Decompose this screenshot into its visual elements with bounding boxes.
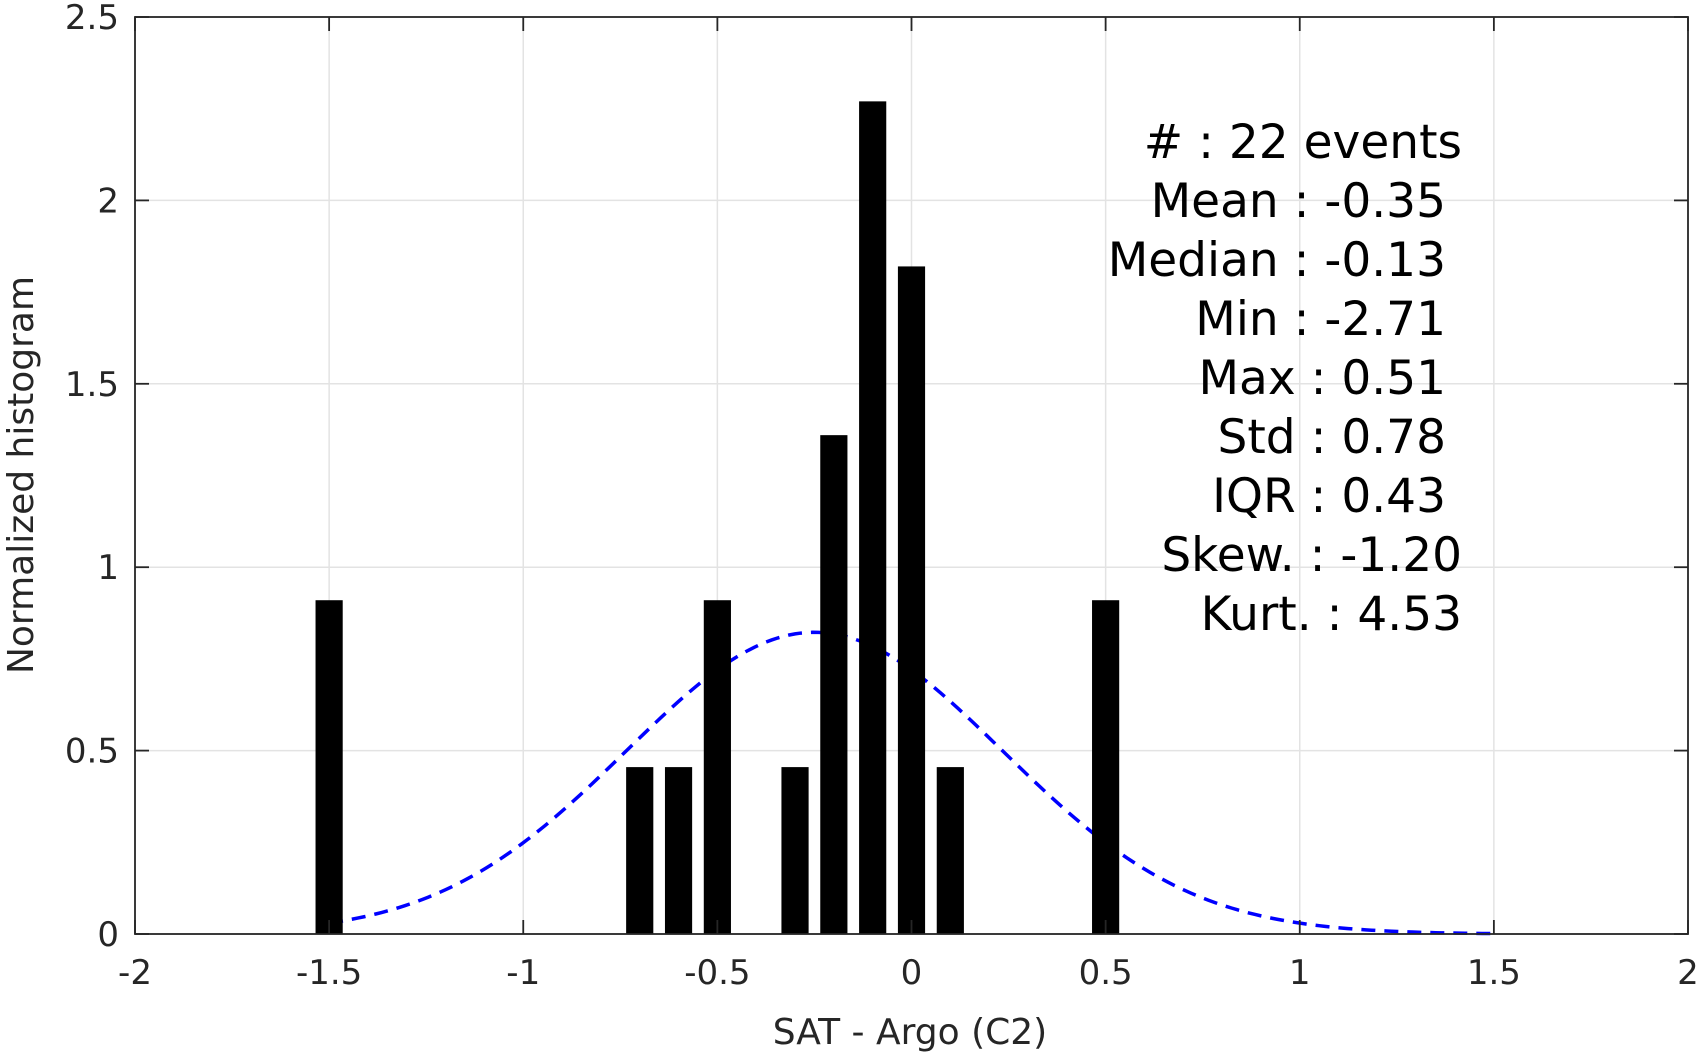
y-tick-label: 2 xyxy=(97,181,119,221)
x-tick-label: 1 xyxy=(1289,953,1311,993)
stats-annotation: # : 22 events Mean : -0.35 Median : -0.1… xyxy=(1108,115,1462,642)
x-axis-label: SAT - Argo (C2) xyxy=(773,1012,1047,1053)
histogram-bar xyxy=(781,767,809,934)
histogram-bar xyxy=(1092,600,1120,934)
histogram-bar xyxy=(936,767,964,934)
y-tick-label: 0.5 xyxy=(65,732,119,772)
stat-events: # : 22 events xyxy=(1144,115,1462,170)
stat-std: Std : 0.78 xyxy=(1218,410,1446,465)
histogram-bar xyxy=(820,435,848,934)
y-tick-label: 1.5 xyxy=(65,365,119,405)
stat-kurtosis: Kurt. : 4.53 xyxy=(1201,587,1462,642)
tick-labels: -2 -1.5 -1 -0.5 0 0.5 1 1.5 2 0 0.5 1 1.5 2 2.5 xyxy=(65,0,1699,993)
axes xyxy=(134,16,1689,935)
y-tick-label: 0 xyxy=(97,915,119,955)
bars xyxy=(315,101,1120,934)
stat-max: Max : 0.51 xyxy=(1198,351,1446,406)
stat-skewness: Skew. : -1.20 xyxy=(1161,528,1462,583)
x-tick-label: 1.5 xyxy=(1467,953,1521,993)
histogram-bar xyxy=(664,767,693,934)
x-tick-label: -0.5 xyxy=(684,953,750,993)
stat-min: Min : -2.71 xyxy=(1195,292,1446,347)
x-tick-label: -2 xyxy=(118,953,152,993)
histogram-bar xyxy=(859,101,887,934)
histogram-bar xyxy=(626,767,654,934)
y-tick-label: 1 xyxy=(97,548,119,588)
stat-median: Median : -0.13 xyxy=(1108,233,1446,288)
stat-mean: Mean : -0.35 xyxy=(1151,174,1446,229)
histogram-bar xyxy=(315,600,343,934)
stat-iqr: IQR : 0.43 xyxy=(1212,469,1446,524)
x-tick-label: 2 xyxy=(1677,953,1699,993)
x-tick-label: 0 xyxy=(901,953,923,993)
x-tick-label: -1 xyxy=(506,953,540,993)
histogram-bar xyxy=(897,266,926,934)
histogram-bar xyxy=(703,600,731,934)
x-tick-label: 0.5 xyxy=(1079,953,1133,993)
x-tick-label: -1.5 xyxy=(296,953,362,993)
y-axis-label: Normalized histogram xyxy=(1,276,42,674)
y-tick-label: 2.5 xyxy=(65,0,119,38)
